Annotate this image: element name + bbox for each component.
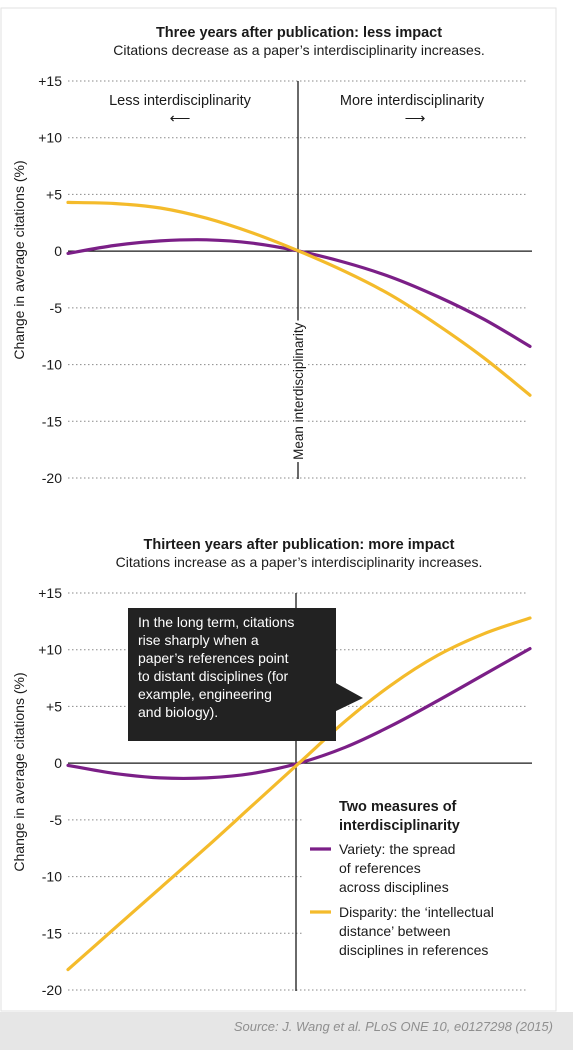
y-tick-labels: +15 +10 +5 0 -5 -10 -15 -20 [38,73,62,486]
legend-variety-label: across disciplines [339,879,449,895]
legend-variety-label: Variety: the spread [339,841,455,857]
y-tick-labels: +15 +10 +5 0 -5 -10 -15 -20 [38,585,62,998]
legend-disparity-label: distance’ between [339,923,451,939]
legend-background [303,792,543,962]
legend-title: Two measures of [339,799,457,815]
callout-pointer [334,682,363,712]
mean-line-label: Mean interdisciplinarity [291,322,306,460]
callout-line: to distant disciplines (for [138,668,289,684]
y-tick-label: -5 [50,300,63,316]
y-tick-label: -10 [42,357,62,373]
chart-panel-3-years: Three years after publication: less impa… [11,25,532,486]
y-axis-label: Change in average citations (%) [11,160,27,359]
y-tick-label: -5 [50,812,63,828]
chart-figure: Three years after publication: less impa… [0,7,557,1012]
callout-line: and biology). [138,704,218,720]
y-tick-label: -10 [42,869,62,885]
right-arrow-icon: ⟶ [405,111,426,127]
callout-background [128,608,336,741]
series-disparity-line [66,616,532,972]
left-direction-label: Less interdisciplinarity [109,93,252,109]
chart-title: Three years after publication: less impa… [156,25,442,41]
y-tick-label: +10 [38,642,62,658]
y-tick-label: +5 [46,698,62,714]
left-arrow-icon: ⟵ [170,111,191,127]
legend-variety-label: of references [339,860,421,876]
y-tick-label: 0 [54,755,62,771]
y-axis-label: Change in average citations (%) [11,672,27,871]
gridlines [68,80,528,479]
callout-line: paper’s references point [138,650,289,666]
y-tick-label: +5 [46,186,62,202]
chart-subtitle: Citations decrease as a paper’s interdis… [113,42,484,58]
legend-disparity-label: Disparity: the ‘intellectual [339,904,494,920]
chart-panel-13-years: Thirteen years after publication: more i… [11,537,543,998]
y-tick-label: +15 [38,73,62,89]
y-tick-label: 0 [54,243,62,259]
figure-frame [0,7,557,1012]
right-direction-label: More interdisciplinarity [340,93,485,109]
callout-line: rise sharply when a [138,632,259,648]
y-tick-label: -15 [42,925,62,941]
series-disparity-line [66,200,532,397]
source-footer [0,1012,573,1050]
legend-title: interdisciplinarity [339,818,460,834]
mean-line-label-background [289,320,306,463]
chart-title: Thirteen years after publication: more i… [143,537,454,553]
legend-disparity-label: disciplines in references [339,942,488,958]
callout-line: example, engineering [138,686,272,702]
y-tick-label: +10 [38,130,62,146]
y-tick-label: +15 [38,585,62,601]
callout-box: In the long term, citations rise sharply… [128,608,363,741]
legend: Two measures of interdisciplinarity Vari… [303,792,543,962]
series-lines [66,616,532,972]
y-tick-label: -15 [42,413,62,429]
y-tick-label: -20 [42,982,62,998]
chart-subtitle: Citations increase as a paper’s interdis… [116,554,483,570]
y-tick-label: -20 [42,470,62,486]
source-text: Source: J. Wang et al. PLoS ONE 10, e012… [233,1019,553,1034]
callout-line: In the long term, citations [138,614,294,630]
series-lines [66,200,532,397]
